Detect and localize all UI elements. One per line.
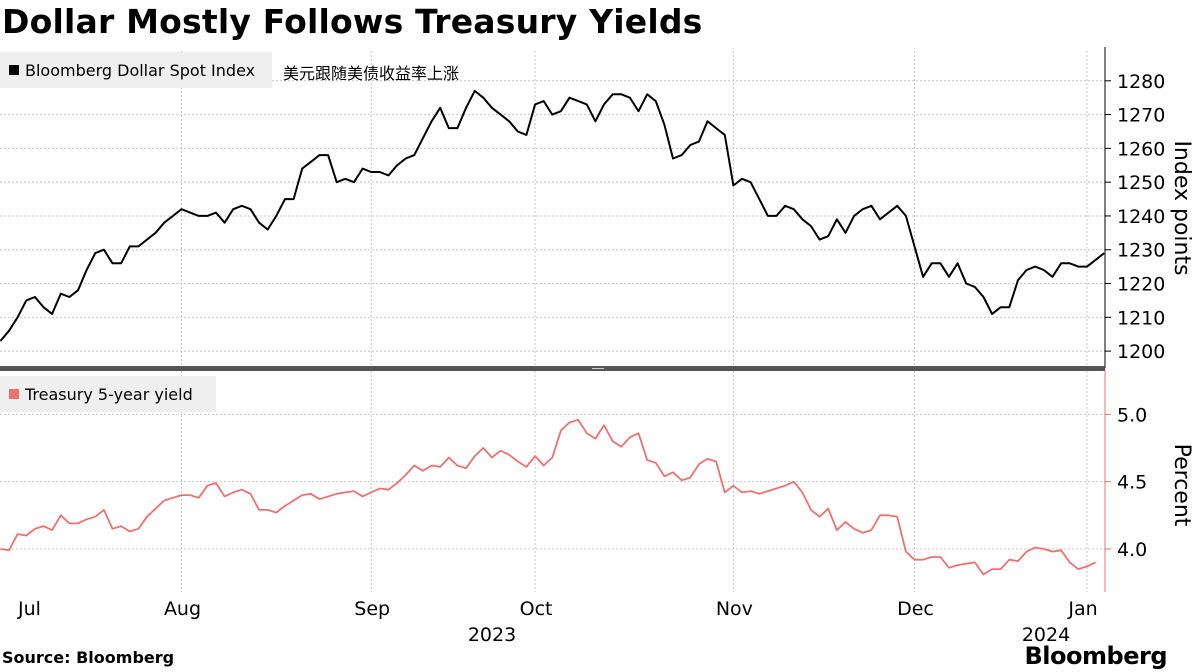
dollar-ytick-label: 1240 — [1117, 206, 1165, 228]
x-year-label: 2024 — [1022, 624, 1070, 646]
dollar-ylabel: Index points — [1169, 140, 1194, 275]
source-note: Source: Bloomberg — [2, 648, 175, 667]
yield-ylabel: Percent — [1169, 444, 1194, 527]
dollar-ytick-label: 1230 — [1117, 240, 1165, 262]
x-month-label: Oct — [520, 598, 553, 620]
axes — [0, 47, 1111, 592]
tick-labels: 1200 1210 1220 1230 1240 1250 1260 1270 1280 Inde… — [17, 71, 1194, 646]
legend-dollar: Bloomberg Dollar Spot Index — [0, 52, 272, 88]
yield-ytick-label: 5.0 — [1117, 404, 1147, 426]
x-month-label: Aug — [164, 598, 201, 620]
chart-title: Dollar Mostly Follows Treasury Yields — [2, 2, 703, 41]
dollar-ytick-label: 1200 — [1117, 341, 1165, 363]
x-month-label: Jul — [17, 598, 41, 620]
dollar-ytick-label: 1210 — [1117, 307, 1165, 329]
legend-yield-label: Treasury 5-year yield — [25, 384, 193, 404]
x-year-label: 2023 — [468, 624, 516, 646]
x-month-label: Jan — [1067, 598, 1097, 620]
x-month-label: Sep — [354, 598, 390, 620]
dollar-series-line — [0, 89, 1105, 342]
legend-dollar-label: Bloomberg Dollar Spot Index — [25, 60, 256, 80]
legend-yield-swatch — [9, 389, 19, 399]
gridlines — [0, 51, 1105, 592]
dollar-ytick-label: 1270 — [1117, 105, 1165, 127]
x-month-label: Dec — [897, 598, 934, 620]
dollar-ytick-label: 1280 — [1117, 71, 1165, 93]
bloomberg-logo: Bloomberg — [1024, 642, 1168, 670]
dollar-ytick-label: 1260 — [1117, 138, 1165, 160]
x-month-label: Nov — [716, 598, 753, 620]
chart-annotation: 美元跟随美债收益率上涨 — [283, 64, 460, 83]
legend-dollar-swatch — [9, 65, 19, 75]
dollar-ytick-label: 1220 — [1117, 274, 1165, 296]
dollar-ytick-label: 1250 — [1117, 172, 1165, 194]
legend-yield: Treasury 5-year yield — [0, 376, 216, 412]
yield-ytick-label: 4.0 — [1117, 539, 1147, 561]
series — [0, 89, 1105, 576]
yield-series-line — [0, 418, 1096, 576]
panel-divider — [0, 366, 1105, 371]
yield-ytick-label: 4.5 — [1117, 472, 1147, 494]
